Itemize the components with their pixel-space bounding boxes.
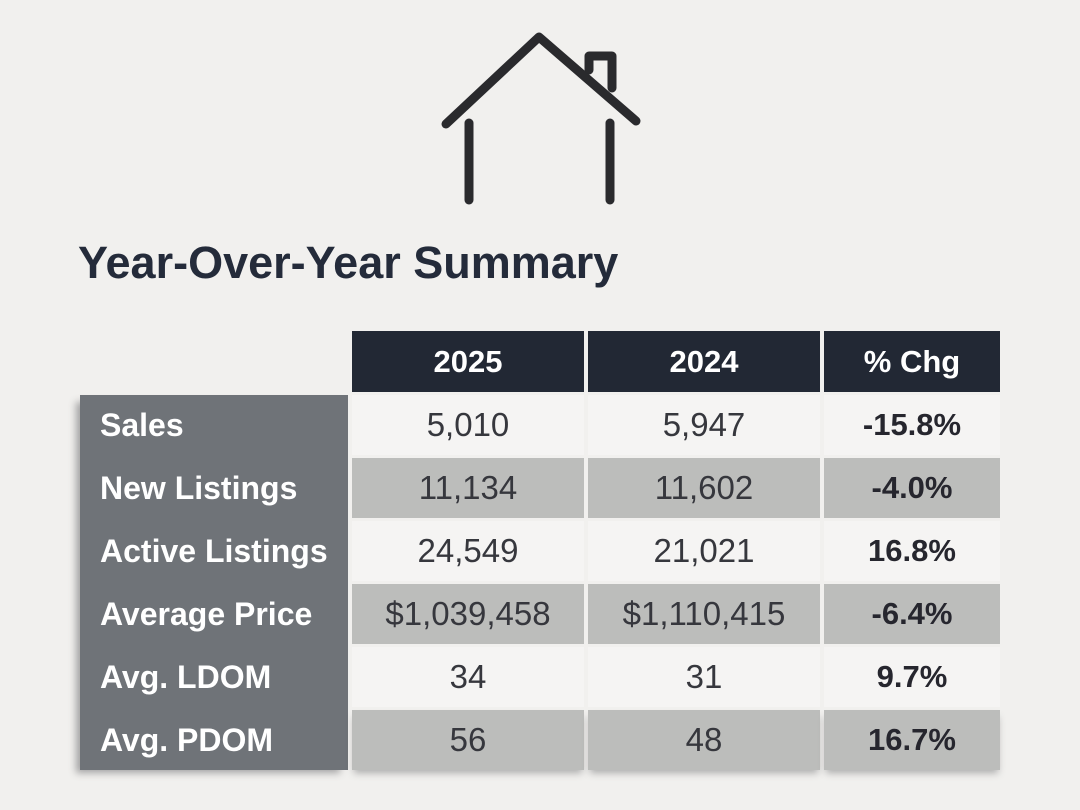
row-label-avg-pdom: Avg. PDOM [100,721,274,758]
row-label-active-listings: Active Listings [100,532,328,569]
cell-new-listings-2025: 11,134 [352,458,584,518]
cell-avg-pdom-2025: 56 [352,710,584,770]
column-header-2025: 2025 [352,331,584,392]
column-header-2024: 2024 [588,331,820,392]
cell-avg-pdom-chg: 16.7% [824,710,1000,770]
house-icon [441,32,641,205]
house-roof [441,32,641,129]
cell-average-price-2025: $1,039,458 [352,584,584,644]
row-label-avg-ldom: Avg. LDOM [100,658,272,695]
cell-new-listings-chg: -4.0% [824,458,1000,518]
cell-active-listings-2024: 21,021 [588,521,820,581]
cell-sales-2025: 5,010 [352,395,584,455]
house-chimney [584,51,617,93]
cell-sales-chg: -15.8% [824,395,1000,455]
cell-avg-pdom-2024: 48 [588,710,820,770]
row-label-new-listings: New Listings [100,469,298,506]
cell-sales-2024: 5,947 [588,395,820,455]
cell-average-price-chg: -6.4% [824,584,1000,644]
column-header-pct-chg: % Chg [824,331,1000,392]
cell-new-listings-2024: 11,602 [588,458,820,518]
yoy-summary-table: 2025 2024 % Chg Sales New Listings Activ… [80,331,1000,770]
cell-average-price-2024: $1,110,415 [588,584,820,644]
row-label-sales: Sales [100,406,184,443]
cell-avg-ldom-chg: 9.7% [824,647,1000,707]
cell-avg-ldom-2025: 34 [352,647,584,707]
cell-active-listings-chg: 16.8% [824,521,1000,581]
row-label-average-price: Average Price [100,595,313,632]
cell-avg-ldom-2024: 31 [588,647,820,707]
row-label-column: Sales New Listings Active Listings Avera… [80,395,348,770]
cell-active-listings-2025: 24,549 [352,521,584,581]
page-title: Year-Over-Year Summary [78,237,619,288]
